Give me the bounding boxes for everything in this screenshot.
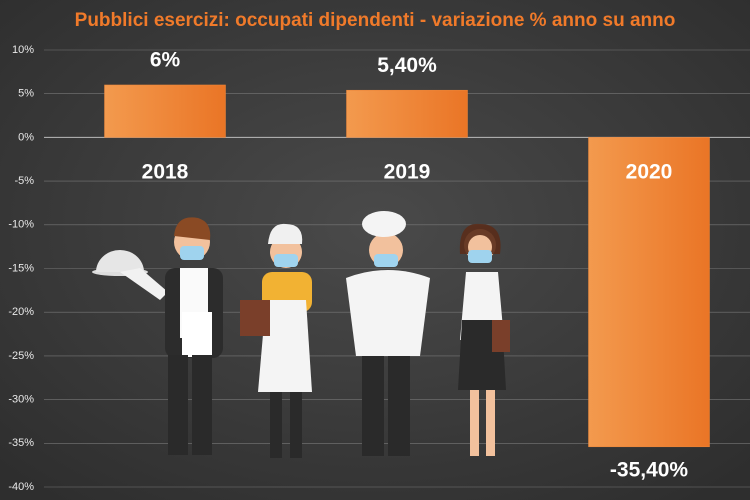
bar xyxy=(104,84,226,138)
y-tick-label: -20% xyxy=(8,306,34,318)
category-label: 2019 xyxy=(384,161,431,184)
y-tick-label: 10% xyxy=(12,44,34,56)
y-tick-label: 5% xyxy=(18,88,34,100)
y-tick-label: -5% xyxy=(14,175,34,187)
chart-title: Pubblici esercizi: occupati dipendenti -… xyxy=(75,10,676,31)
category-label: 2018 xyxy=(142,161,189,184)
y-tick-label: -15% xyxy=(8,262,34,274)
bar xyxy=(588,137,710,448)
bars: 2018 6% 2019 5,40% 2020 -35,40% xyxy=(104,49,710,481)
illustration xyxy=(92,211,510,458)
category-label: 2020 xyxy=(626,161,673,184)
y-tick-label: -35% xyxy=(8,437,34,449)
value-label: 6% xyxy=(150,49,181,72)
value-label: 5,40% xyxy=(377,54,437,77)
waitress-dress xyxy=(458,223,510,456)
waitress xyxy=(240,223,312,458)
y-tick-label: -25% xyxy=(8,350,34,362)
value-label: -35,40% xyxy=(610,458,689,481)
bar xyxy=(346,89,468,138)
chef xyxy=(346,211,430,456)
y-tick-label: -40% xyxy=(8,481,34,493)
waiter xyxy=(92,217,223,455)
y-tick-label: -10% xyxy=(8,219,34,231)
y-tick-label: 0% xyxy=(18,131,34,143)
y-tick-label: -30% xyxy=(8,394,34,406)
